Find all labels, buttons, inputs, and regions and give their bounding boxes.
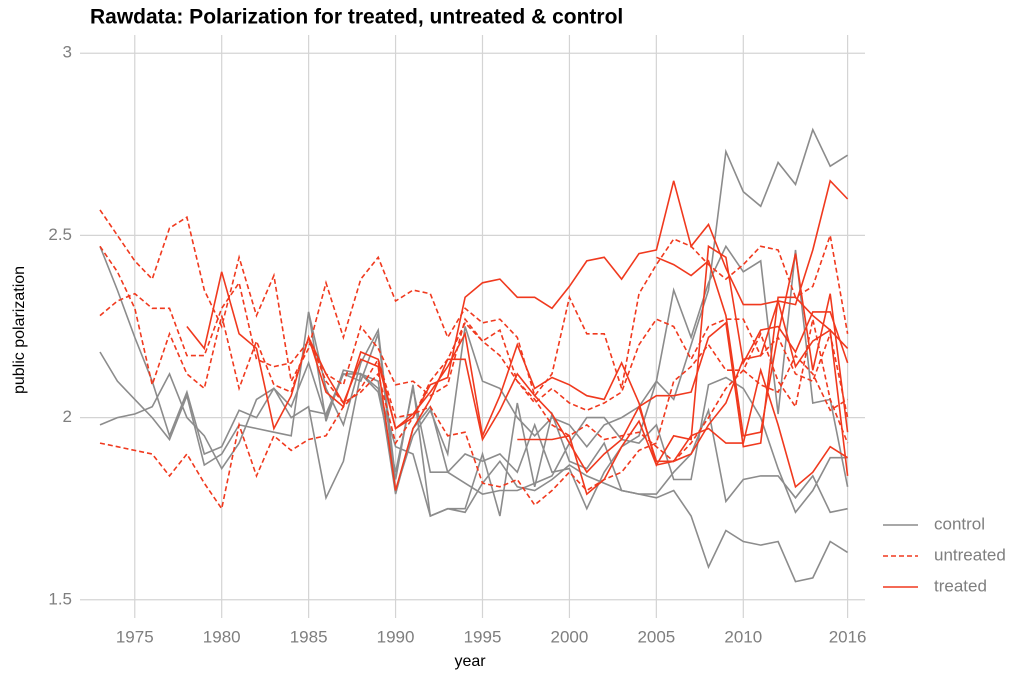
y-tick-label: 3 — [63, 43, 72, 62]
x-tick-label: 1985 — [290, 627, 328, 646]
chart-title: Rawdata: Polarization for treated, untre… — [90, 6, 623, 29]
x-tick-label: 1990 — [377, 627, 415, 646]
series-line — [99, 371, 849, 583]
legend-label: treated — [934, 576, 987, 595]
series-line — [517, 367, 849, 496]
series-line — [638, 298, 849, 476]
x-tick-label: 2016 — [829, 627, 867, 646]
x-axis-label: year — [454, 653, 486, 670]
x-tick-label: 1995 — [464, 627, 502, 646]
series-line — [307, 296, 849, 491]
series-line — [99, 343, 849, 511]
series-line — [308, 373, 848, 514]
series-line — [186, 179, 849, 431]
legend-label: control — [934, 514, 985, 533]
y-axis-label: public polarization — [11, 266, 28, 394]
series-line — [99, 127, 849, 491]
series-line — [99, 245, 849, 463]
series-line — [99, 209, 849, 398]
y-tick-label: 2.5 — [48, 225, 72, 244]
x-tick-label: 1980 — [203, 627, 241, 646]
legend-label: untreated — [934, 545, 1006, 564]
y-tick-label: 1.5 — [48, 589, 72, 608]
x-tick-label: 2010 — [724, 627, 762, 646]
series-line — [99, 280, 849, 418]
x-tick-label: 2000 — [551, 627, 589, 646]
x-tick-label: 2005 — [637, 627, 675, 646]
x-tick-label: 1975 — [116, 627, 154, 646]
series-line — [99, 244, 849, 511]
y-tick-label: 2 — [63, 407, 72, 426]
series-line — [307, 311, 848, 518]
series-line — [656, 253, 849, 437]
